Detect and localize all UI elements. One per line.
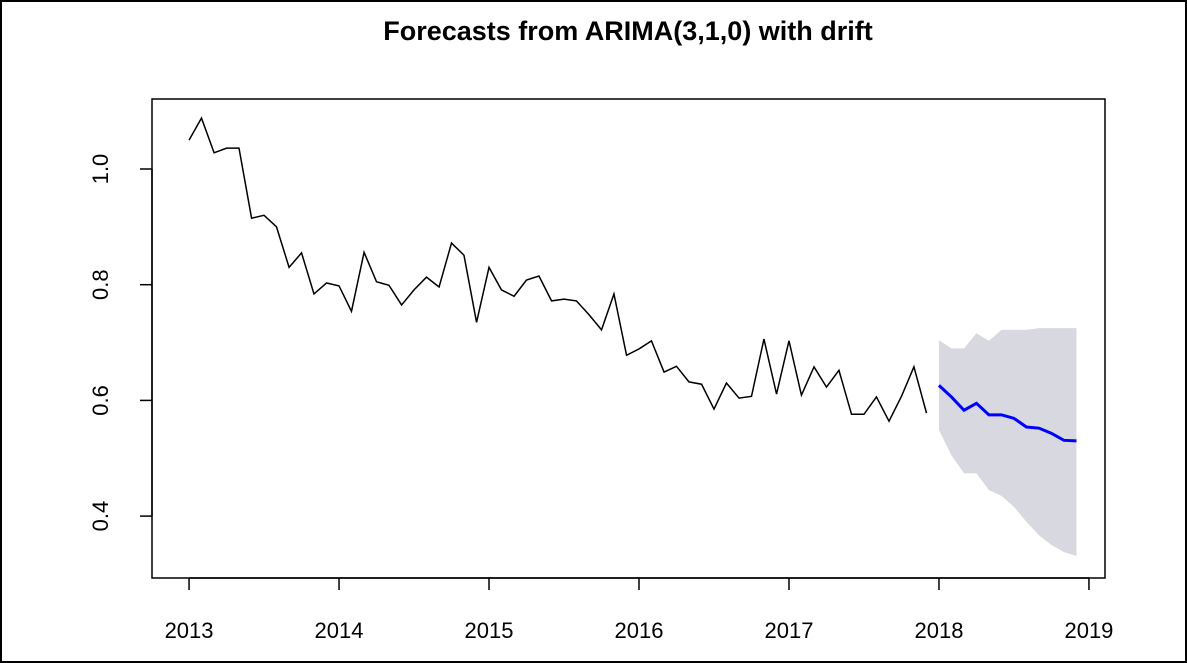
x-tick-label: 2014: [315, 618, 364, 643]
prediction-interval: [938, 328, 1077, 557]
y-tick-label: 0.6: [88, 385, 113, 416]
chart-title: Forecasts from ARIMA(3,1,0) with drift: [383, 16, 873, 46]
x-tick-label: 2015: [465, 618, 514, 643]
x-tick-label: 2019: [1064, 618, 1113, 643]
x-tick-label: 2018: [914, 618, 963, 643]
x-tick-label: 2013: [165, 618, 214, 643]
series-line: [188, 116, 928, 423]
y-tick-label: 0.4: [88, 501, 113, 532]
y-tick-label: 1.0: [88, 154, 113, 185]
y-tick-label: 0.8: [88, 269, 113, 300]
x-tick-label: 2017: [765, 618, 814, 643]
x-tick-label: 2016: [615, 618, 664, 643]
series-line: [937, 384, 1077, 443]
